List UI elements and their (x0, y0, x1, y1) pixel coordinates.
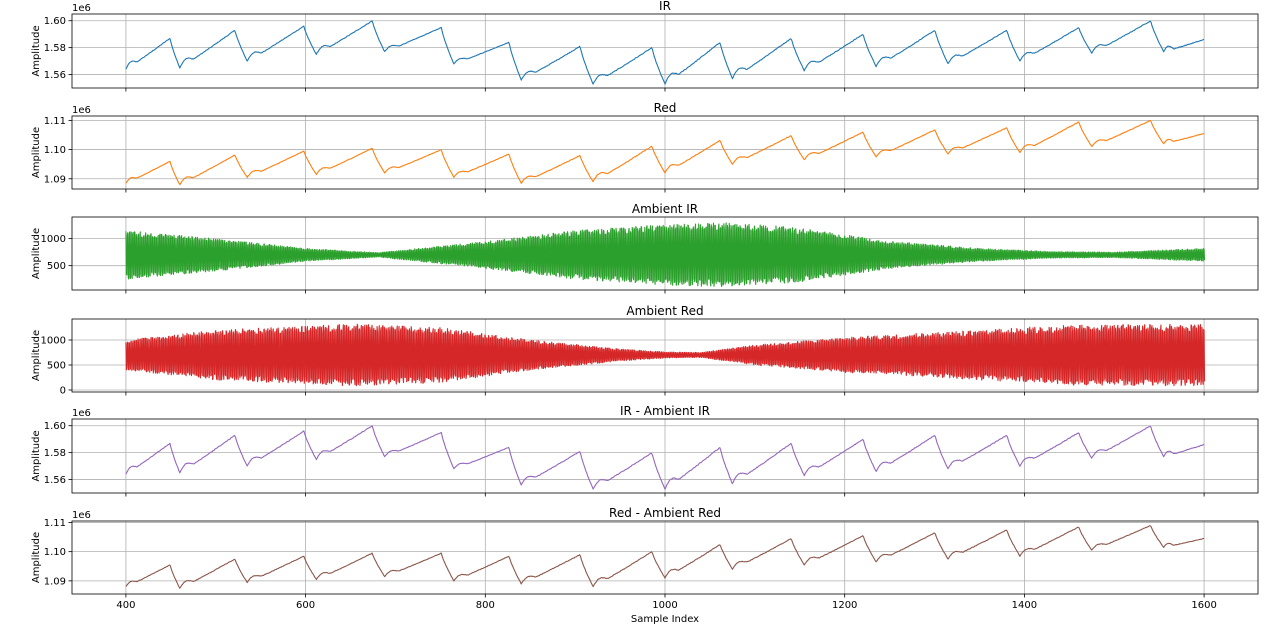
axes-frame (71, 520, 1259, 595)
subplot-title: Red - Ambient Red (609, 506, 721, 520)
x-tick-label: 1000 (652, 600, 677, 611)
subplot-title: Ambient IR (632, 202, 698, 216)
y-offset-label: 1e6 (72, 3, 91, 14)
axes-frame (71, 115, 1259, 190)
subplot-5: 1.56 1.58 1.60 IR - Ambient IR Amplitude 1e6 (31, 404, 1259, 497)
y-tick-label: 1.10 (44, 547, 66, 558)
y-axis-label: Amplitude (31, 532, 42, 583)
subplot-3: 500 1000 Ambient IR Amplitude (31, 202, 1259, 294)
y-tick-label: 1.58 (44, 448, 66, 459)
y-tick-label: 1.56 (44, 70, 66, 81)
y-tick-label: 1.09 (44, 576, 66, 587)
y-tick-label: 1.11 (44, 518, 66, 529)
y-axis-label: Amplitude (31, 25, 42, 76)
subplot-title: Red (654, 101, 677, 115)
x-tick-label: 1200 (832, 600, 857, 611)
x-axis-label: Sample Index (631, 614, 699, 625)
y-tick-label: 500 (47, 361, 66, 372)
y-tick-label: 1000 (41, 336, 66, 347)
y-tick-label: 0 (60, 386, 66, 397)
series-line-5 (125, 425, 1205, 490)
axes-frame (71, 13, 1259, 89)
subplot-1: 1.56 1.58 1.60 IR Amplitude 1e6 (31, 0, 1259, 92)
series-line-1 (125, 20, 1205, 85)
y-axis-label: Amplitude (31, 430, 42, 481)
subplot-title: IR - Ambient IR (620, 404, 710, 418)
y-offset-label: 1e6 (72, 105, 91, 116)
y-tick-label: 1.60 (44, 16, 66, 27)
x-tick-label: 400 (116, 600, 135, 611)
y-tick-label: 1.56 (44, 475, 66, 486)
subplot-title: Ambient Red (626, 304, 703, 318)
y-tick-label: 1.60 (44, 421, 66, 432)
y-axis-label: Amplitude (31, 330, 42, 381)
x-tick-label: 800 (476, 600, 495, 611)
axes-frame (71, 418, 1259, 494)
x-tick-label: 600 (296, 600, 315, 611)
y-tick-label: 1.58 (44, 43, 66, 54)
y-tick-label: 1000 (41, 234, 66, 245)
x-tick-label: 1600 (1191, 600, 1216, 611)
series-line-2 (125, 119, 1205, 186)
subplot-4: 0 500 1000 Ambient Red Amplitude (31, 304, 1259, 397)
subplot-6: 1.09 1.10 1.11 Red - Ambient Red Amplitude 1e… (31, 506, 1259, 625)
y-offset-label: 1e6 (72, 408, 91, 419)
y-tick-label: 500 (47, 261, 66, 272)
series-line-6 (125, 525, 1205, 589)
subplot-2: 1.09 1.10 1.11 Red Amplitude 1e6 (31, 101, 1259, 193)
axes-frame (71, 216, 1259, 291)
subplot-title: IR (659, 0, 671, 13)
series-line-3 (125, 222, 1206, 288)
y-offset-label: 1e6 (72, 510, 91, 521)
series-line-4 (125, 323, 1206, 387)
y-axis-label: Amplitude (31, 127, 42, 178)
x-tick-label: 1400 (1012, 600, 1037, 611)
y-tick-label: 1.09 (44, 174, 66, 185)
axes-frame (71, 318, 1259, 393)
y-axis-label: Amplitude (31, 228, 42, 279)
y-tick-label: 1.11 (44, 116, 66, 127)
y-tick-label: 1.10 (44, 145, 66, 156)
